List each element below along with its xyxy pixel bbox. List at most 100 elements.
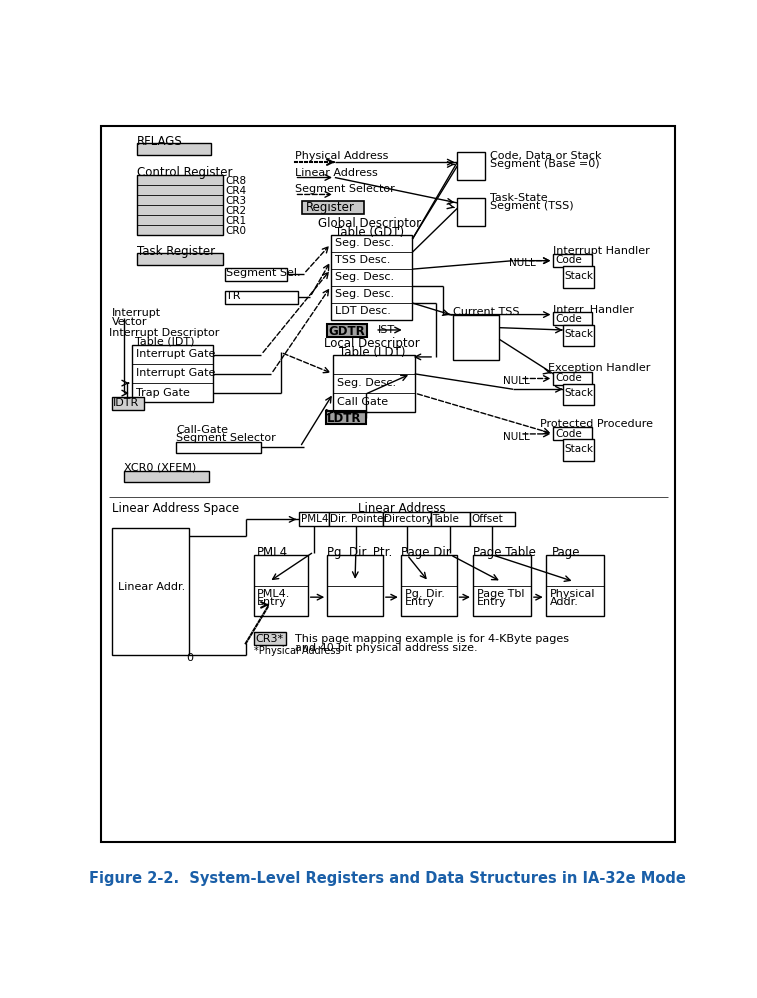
Bar bbox=[453, 315, 499, 360]
Text: This page mapping example is for 4-KByte pages: This page mapping example is for 4-KByte… bbox=[294, 634, 569, 644]
Text: Code: Code bbox=[555, 373, 581, 383]
Text: LDT Desc.: LDT Desc. bbox=[335, 306, 391, 316]
Text: Seg. Desc.: Seg. Desc. bbox=[337, 377, 397, 387]
Text: Seg. Desc.: Seg. Desc. bbox=[335, 289, 394, 299]
Bar bbox=[546, 555, 604, 617]
Bar bbox=[254, 555, 308, 617]
Bar bbox=[457, 152, 485, 180]
Text: Table: Table bbox=[432, 514, 459, 524]
Text: Current TSS: Current TSS bbox=[453, 306, 519, 317]
Bar bbox=[254, 632, 286, 645]
Text: Interr. Handler: Interr. Handler bbox=[553, 304, 634, 314]
Bar bbox=[327, 555, 383, 617]
Bar bbox=[473, 555, 531, 617]
Text: XCR0 (XFEM): XCR0 (XFEM) bbox=[124, 462, 196, 472]
Bar bbox=[562, 384, 593, 405]
Bar bbox=[225, 290, 298, 303]
Text: Segment (TSS): Segment (TSS) bbox=[490, 202, 574, 212]
Text: PML4: PML4 bbox=[301, 514, 329, 524]
Text: IDTR: IDTR bbox=[114, 398, 139, 408]
Bar bbox=[470, 512, 515, 526]
Text: Page Table: Page Table bbox=[473, 546, 536, 559]
Text: CR3: CR3 bbox=[226, 196, 247, 206]
Text: Dir. Pointer: Dir. Pointer bbox=[330, 514, 388, 524]
Bar bbox=[124, 471, 210, 482]
Text: Interrupt: Interrupt bbox=[112, 308, 160, 318]
Text: CR3*: CR3* bbox=[256, 634, 284, 644]
Bar bbox=[553, 312, 592, 325]
Bar bbox=[137, 143, 211, 155]
Text: Physical: Physical bbox=[550, 589, 595, 599]
Text: TSS Desc.: TSS Desc. bbox=[335, 255, 391, 265]
Text: LDTR: LDTR bbox=[327, 411, 362, 424]
Text: NULL: NULL bbox=[503, 376, 530, 386]
Text: Exception Handler: Exception Handler bbox=[548, 363, 650, 373]
Bar bbox=[329, 512, 383, 526]
Text: PML4: PML4 bbox=[257, 546, 288, 559]
Text: CR4: CR4 bbox=[226, 186, 247, 196]
Text: Control Register: Control Register bbox=[137, 166, 232, 179]
Text: Seg. Desc.: Seg. Desc. bbox=[335, 272, 394, 282]
Text: IST: IST bbox=[378, 324, 395, 334]
Bar bbox=[431, 512, 470, 526]
Text: Interrupt Handler: Interrupt Handler bbox=[553, 247, 650, 256]
Text: Physical Address: Physical Address bbox=[294, 151, 388, 161]
Bar bbox=[137, 176, 223, 236]
Text: Table (LDT): Table (LDT) bbox=[339, 346, 405, 359]
Text: Linear Address: Linear Address bbox=[294, 168, 377, 178]
Text: Task-State: Task-State bbox=[490, 193, 547, 203]
Text: Pg. Dir.: Pg. Dir. bbox=[405, 589, 444, 599]
Text: Linear Address: Linear Address bbox=[358, 502, 446, 515]
Bar bbox=[112, 528, 189, 655]
Text: Vector: Vector bbox=[112, 317, 147, 327]
Bar bbox=[400, 555, 456, 617]
Text: 0: 0 bbox=[186, 654, 193, 664]
Text: Table (IDT): Table (IDT) bbox=[135, 336, 194, 346]
Bar bbox=[302, 201, 364, 214]
Text: Entry: Entry bbox=[257, 597, 286, 607]
Text: CR8: CR8 bbox=[226, 176, 247, 186]
Text: Entry: Entry bbox=[477, 597, 506, 607]
Text: Interrupt Descriptor: Interrupt Descriptor bbox=[109, 327, 220, 337]
Text: NULL: NULL bbox=[503, 431, 530, 441]
Bar bbox=[562, 324, 593, 346]
Text: Code: Code bbox=[555, 428, 581, 438]
Bar bbox=[112, 397, 145, 410]
Bar bbox=[132, 344, 213, 402]
Bar bbox=[562, 266, 593, 287]
Text: Figure 2-2.  System-Level Registers and Data Structures in IA-32e Mode: Figure 2-2. System-Level Registers and D… bbox=[89, 870, 686, 885]
Text: Seg. Desc.: Seg. Desc. bbox=[335, 239, 394, 249]
Bar bbox=[326, 411, 366, 424]
Text: Directory: Directory bbox=[385, 514, 433, 524]
Text: Stack: Stack bbox=[564, 270, 593, 280]
Text: and 40-bit physical address size.: and 40-bit physical address size. bbox=[294, 644, 477, 654]
Bar bbox=[553, 427, 592, 440]
Text: Linear Addr.: Linear Addr. bbox=[118, 582, 185, 592]
Text: Local Descriptor: Local Descriptor bbox=[324, 337, 420, 350]
Text: Page Dir.: Page Dir. bbox=[400, 546, 453, 559]
Text: Page: Page bbox=[552, 546, 581, 559]
Text: Segment Sel.: Segment Sel. bbox=[226, 268, 301, 278]
Text: Segment Selector: Segment Selector bbox=[176, 433, 276, 443]
Text: GDTR: GDTR bbox=[329, 324, 366, 337]
Bar bbox=[225, 267, 287, 280]
Text: CR0: CR0 bbox=[226, 226, 247, 236]
Text: Call Gate: Call Gate bbox=[337, 397, 388, 407]
Bar bbox=[457, 199, 485, 226]
Text: RFLAGS: RFLAGS bbox=[137, 135, 183, 148]
Text: Interrupt Gate: Interrupt Gate bbox=[136, 368, 215, 378]
Text: Stack: Stack bbox=[564, 388, 593, 398]
Text: Pg. Dir. Ptr.: Pg. Dir. Ptr. bbox=[327, 546, 392, 559]
Text: Segment Selector: Segment Selector bbox=[294, 184, 394, 194]
Text: Stack: Stack bbox=[564, 329, 593, 339]
Text: Linear Address Space: Linear Address Space bbox=[112, 502, 238, 515]
Bar bbox=[553, 371, 592, 384]
Text: Table (GDT): Table (GDT) bbox=[335, 226, 404, 239]
Text: Global Descriptor: Global Descriptor bbox=[318, 217, 422, 230]
Text: Code, Data or Stack: Code, Data or Stack bbox=[490, 151, 601, 161]
Text: CR1: CR1 bbox=[226, 216, 247, 226]
Text: Offset: Offset bbox=[472, 514, 503, 524]
Text: CR2: CR2 bbox=[226, 206, 247, 216]
Bar bbox=[333, 354, 415, 412]
Bar bbox=[383, 512, 431, 526]
